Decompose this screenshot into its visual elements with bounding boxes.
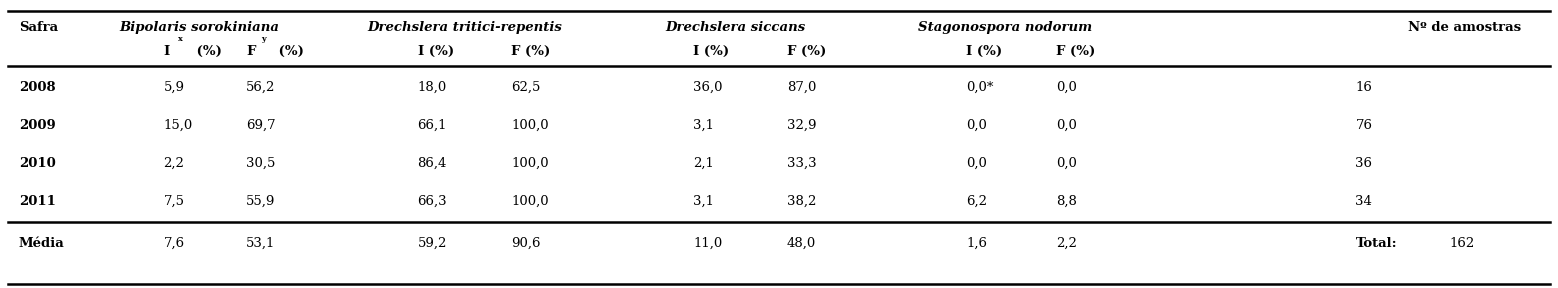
Text: 90,6: 90,6 (511, 237, 541, 250)
Text: 2008: 2008 (19, 81, 56, 94)
Text: 66,1: 66,1 (418, 119, 447, 132)
Text: 18,0: 18,0 (418, 81, 447, 94)
Text: 3,1: 3,1 (693, 195, 714, 208)
Text: 5,9: 5,9 (164, 81, 184, 94)
Text: 69,7: 69,7 (246, 119, 276, 132)
Text: 62,5: 62,5 (511, 81, 541, 94)
Text: I (%): I (%) (966, 45, 1002, 58)
Text: 1,6: 1,6 (966, 237, 986, 250)
Text: 2010: 2010 (19, 157, 56, 170)
Text: 100,0: 100,0 (511, 195, 548, 208)
Text: I: I (164, 45, 170, 58)
Text: 34: 34 (1355, 195, 1373, 208)
Text: (%): (%) (192, 45, 221, 58)
Text: Safra: Safra (19, 21, 58, 34)
Text: F (%): F (%) (511, 45, 550, 58)
Text: F (%): F (%) (787, 45, 826, 58)
Text: Média: Média (19, 237, 64, 250)
Text: 3,1: 3,1 (693, 119, 714, 132)
Text: 86,4: 86,4 (418, 157, 447, 170)
Text: 0,0: 0,0 (1056, 157, 1077, 170)
Text: 7,5: 7,5 (164, 195, 184, 208)
Text: 76: 76 (1355, 119, 1373, 132)
Text: 0,0: 0,0 (1056, 81, 1077, 94)
Text: F: F (246, 45, 256, 58)
Text: 100,0: 100,0 (511, 119, 548, 132)
Text: (%): (%) (274, 45, 304, 58)
Text: 59,2: 59,2 (418, 237, 447, 250)
Text: Bipolaris sorokiniana: Bipolaris sorokiniana (120, 21, 279, 34)
Text: 8,8: 8,8 (1056, 195, 1077, 208)
Text: F (%): F (%) (1056, 45, 1095, 58)
Text: 2,1: 2,1 (693, 157, 714, 170)
Text: 2011: 2011 (19, 195, 56, 208)
Text: 55,9: 55,9 (246, 195, 276, 208)
Text: 30,5: 30,5 (246, 157, 276, 170)
Text: 2009: 2009 (19, 119, 56, 132)
Text: 6,2: 6,2 (966, 195, 986, 208)
Text: 56,2: 56,2 (246, 81, 276, 94)
Text: 0,0*: 0,0* (966, 81, 994, 94)
Text: 38,2: 38,2 (787, 195, 816, 208)
Text: 15,0: 15,0 (164, 119, 193, 132)
Text: 100,0: 100,0 (511, 157, 548, 170)
Text: 53,1: 53,1 (246, 237, 276, 250)
Text: 2,2: 2,2 (1056, 237, 1077, 250)
Text: 87,0: 87,0 (787, 81, 816, 94)
Text: 66,3: 66,3 (418, 195, 447, 208)
Text: 11,0: 11,0 (693, 237, 723, 250)
Text: 2,2: 2,2 (164, 157, 184, 170)
Text: Nº de amostras: Nº de amostras (1408, 21, 1521, 34)
Text: 32,9: 32,9 (787, 119, 816, 132)
Text: 0,0: 0,0 (966, 157, 986, 170)
Text: Drechslera tritici-repentis: Drechslera tritici-repentis (366, 21, 562, 34)
Text: I (%): I (%) (693, 45, 729, 58)
Text: Stagonospora nodorum: Stagonospora nodorum (918, 21, 1092, 34)
Text: 48,0: 48,0 (787, 237, 816, 250)
Text: 7,6: 7,6 (164, 237, 185, 250)
Text: 33,3: 33,3 (787, 157, 816, 170)
Text: 36,0: 36,0 (693, 81, 723, 94)
Text: 36: 36 (1355, 157, 1373, 170)
Text: 0,0: 0,0 (1056, 119, 1077, 132)
Text: y: y (262, 35, 266, 43)
Text: 162: 162 (1449, 237, 1474, 250)
Text: 16: 16 (1355, 81, 1373, 94)
Text: Total:: Total: (1355, 237, 1398, 250)
Text: I (%): I (%) (418, 45, 453, 58)
Text: x: x (178, 35, 184, 43)
Text: Drechslera siccans: Drechslera siccans (665, 21, 805, 34)
Text: 0,0: 0,0 (966, 119, 986, 132)
